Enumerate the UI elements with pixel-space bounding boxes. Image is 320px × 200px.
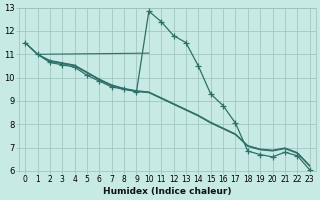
X-axis label: Humidex (Indice chaleur): Humidex (Indice chaleur) — [103, 187, 232, 196]
